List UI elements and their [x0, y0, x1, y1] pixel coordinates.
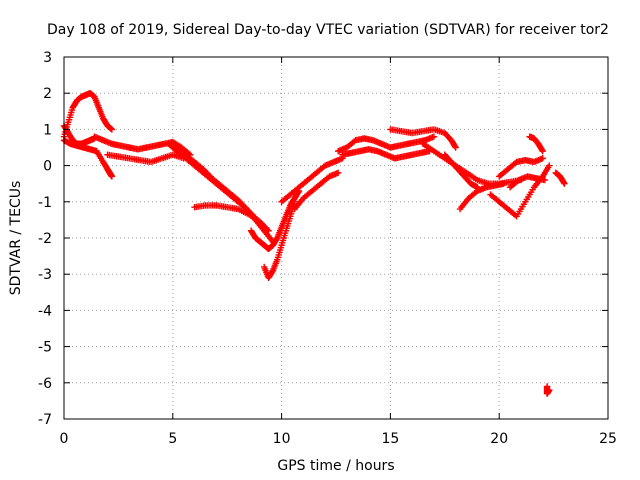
series-track-m — [334, 133, 438, 155]
series-track-r — [456, 180, 507, 213]
series-track-x — [543, 383, 553, 397]
data-point — [538, 146, 546, 154]
data-point — [108, 126, 116, 133]
data-point — [430, 133, 438, 140]
series-track-w — [552, 169, 568, 187]
y-tick-label: -4 — [38, 303, 52, 319]
series-track-o — [387, 126, 459, 151]
axis-ticks — [63, 56, 609, 420]
data-point — [334, 169, 342, 177]
y-axis-label: SDTVAR / TECUs — [8, 181, 24, 296]
data-points — [60, 90, 568, 397]
data-point — [291, 198, 298, 205]
data-point — [265, 227, 272, 234]
data-point — [546, 386, 553, 394]
data-point — [539, 155, 546, 162]
data-point — [560, 179, 567, 186]
series-track-k — [278, 155, 346, 205]
y-tick-label: 3 — [43, 50, 52, 66]
series-track-j — [260, 198, 298, 282]
data-point — [452, 144, 459, 151]
y-tick-label: -2 — [38, 231, 52, 247]
y-tick-label: -7 — [38, 412, 52, 428]
y-tick-label: -5 — [38, 340, 52, 356]
y-tick-label: 2 — [43, 86, 52, 102]
series-track-q — [441, 151, 481, 191]
x-tick-label: 20 — [490, 431, 508, 447]
x-tick-label: 15 — [381, 431, 399, 447]
y-tick-label: -6 — [38, 376, 52, 392]
x-tick-label: 10 — [273, 431, 291, 447]
x-tick-label: 5 — [168, 431, 177, 447]
series-track-u — [506, 173, 549, 191]
x-tick-label: 0 — [60, 431, 69, 447]
series-track-i — [247, 187, 303, 253]
x-axis-label: GPS time / hours — [277, 458, 394, 474]
y-tick-label: -1 — [38, 195, 52, 211]
data-point — [539, 147, 546, 155]
data-point — [500, 180, 507, 187]
series-track-e — [104, 151, 187, 166]
y-tick-label: 0 — [43, 159, 52, 175]
y-tick-label: -3 — [38, 267, 52, 283]
data-point — [541, 176, 549, 184]
data-point — [451, 143, 459, 150]
series-track-h — [191, 202, 272, 234]
series-track-n — [339, 146, 433, 162]
x-tick-label: 25 — [599, 431, 617, 447]
data-point — [561, 180, 568, 187]
y-tick-label: 1 — [43, 122, 52, 138]
data-point — [546, 162, 553, 169]
chart-title: Day 108 of 2019, Sidereal Day-to-day VTE… — [47, 22, 609, 38]
series-track-v — [526, 133, 546, 155]
data-point — [108, 173, 116, 180]
series-track-s — [496, 155, 546, 180]
series-track-l — [291, 169, 342, 213]
